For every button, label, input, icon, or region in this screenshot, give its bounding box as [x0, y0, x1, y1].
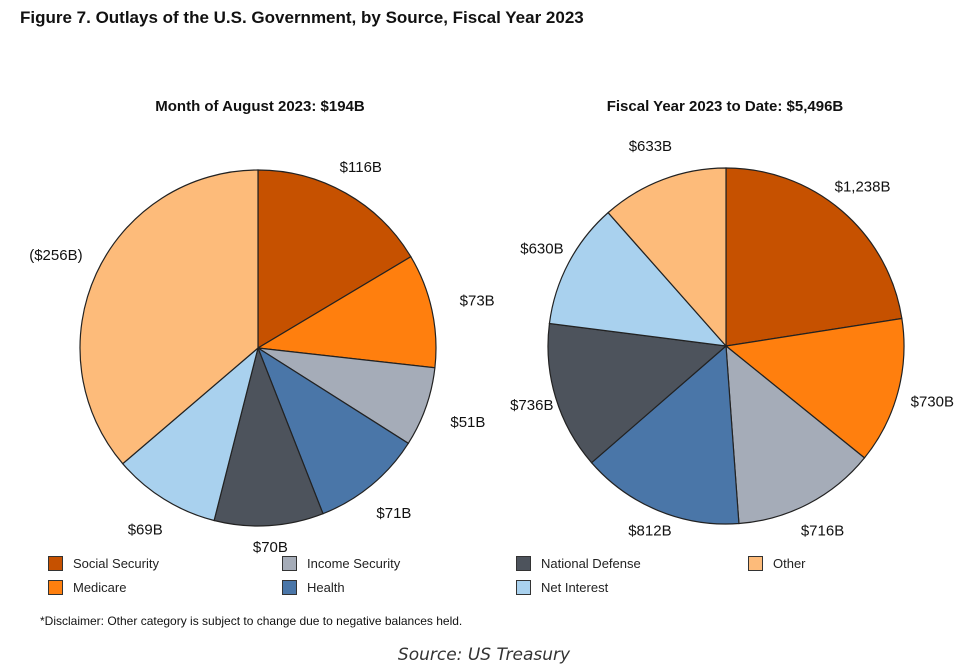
legend-label: Medicare — [73, 580, 127, 595]
disclaimer: *Disclaimer: Other category is subject t… — [40, 614, 463, 628]
legend-swatch — [282, 556, 297, 571]
slice-label-medicare: $73B — [460, 292, 495, 309]
legend-item-other: Other — [748, 556, 806, 571]
legend-item-social-security: Social Security — [48, 556, 159, 571]
slice-label-health: $812B — [628, 522, 671, 539]
pie-slice-other — [79, 169, 259, 465]
pie-slice-health — [256, 346, 410, 515]
legend-label: Social Security — [73, 556, 159, 571]
legend-item-medicare: Medicare — [48, 580, 126, 595]
legend-label: Income Security — [307, 556, 401, 571]
legend-label: Health — [307, 580, 345, 595]
legend-label: Net Interest — [541, 580, 609, 595]
legend-swatch — [48, 580, 63, 595]
slice-label-national-defense: $70B — [253, 539, 288, 556]
legend-item-net-interest: Net Interest — [516, 580, 608, 595]
legend-swatch — [748, 556, 763, 571]
source-note: Source: US Treasury — [397, 645, 571, 665]
pie-august: $116B $73B $51B $71B $70B $69B ($256B) — [29, 159, 494, 556]
slice-label-income-security: $716B — [801, 523, 844, 540]
pie-slice-medicare — [256, 255, 437, 369]
chart-title-fytd: Fiscal Year 2023 to Date: $5,496B — [606, 98, 844, 115]
legend-item-health: Health — [282, 580, 345, 595]
legend-swatch — [516, 556, 531, 571]
slice-label-health: $71B — [376, 505, 411, 522]
legend-item-income-security: Income Security — [282, 556, 400, 571]
pie-slice-income-security — [725, 344, 866, 525]
slice-label-net-interest: $630B — [520, 241, 563, 258]
pie-slice-national-defense — [213, 346, 324, 527]
slice-label-other: $633B — [629, 138, 672, 155]
pie-slice-medicare — [724, 317, 905, 459]
legend-item-national-defense: National Defense — [516, 556, 641, 571]
slice-label-national-defense: $736B — [510, 397, 553, 414]
slice-label-income-security: $51B — [450, 414, 485, 431]
pie-slice-national-defense — [547, 322, 728, 464]
chart-title-august: Month of August 2023: $194B — [155, 98, 365, 115]
legend-swatch — [48, 556, 63, 571]
pie-slice-net-interest — [121, 346, 260, 522]
legend-swatch — [282, 580, 297, 595]
pie-slice-net-interest — [548, 211, 728, 347]
legend-label: National Defense — [541, 556, 641, 571]
slice-label-social-security: $116B — [340, 159, 382, 176]
slice-label-other: ($256B) — [29, 247, 82, 264]
pie-fytd: $1,238B $730B $716B $812B $736B $630B $633B — [510, 138, 954, 539]
figure-title: Figure 7. Outlays of the U.S. Government… — [20, 8, 584, 27]
slice-label-social-security: $1,238B — [835, 178, 891, 195]
pie-slice-health — [590, 344, 740, 525]
legend-label: Other — [773, 556, 806, 571]
slice-label-net-interest: $69B — [128, 521, 163, 538]
pie-charts: $116B$73B$51B$71B$70B$69B($256B)$1,238B$… — [29, 138, 954, 556]
pie-slice-social-security — [257, 169, 412, 350]
legend-swatch — [516, 580, 531, 595]
slice-label-medicare: $730B — [911, 393, 954, 410]
pie-slice-social-security — [725, 167, 903, 347]
pie-slice-other — [607, 167, 727, 348]
